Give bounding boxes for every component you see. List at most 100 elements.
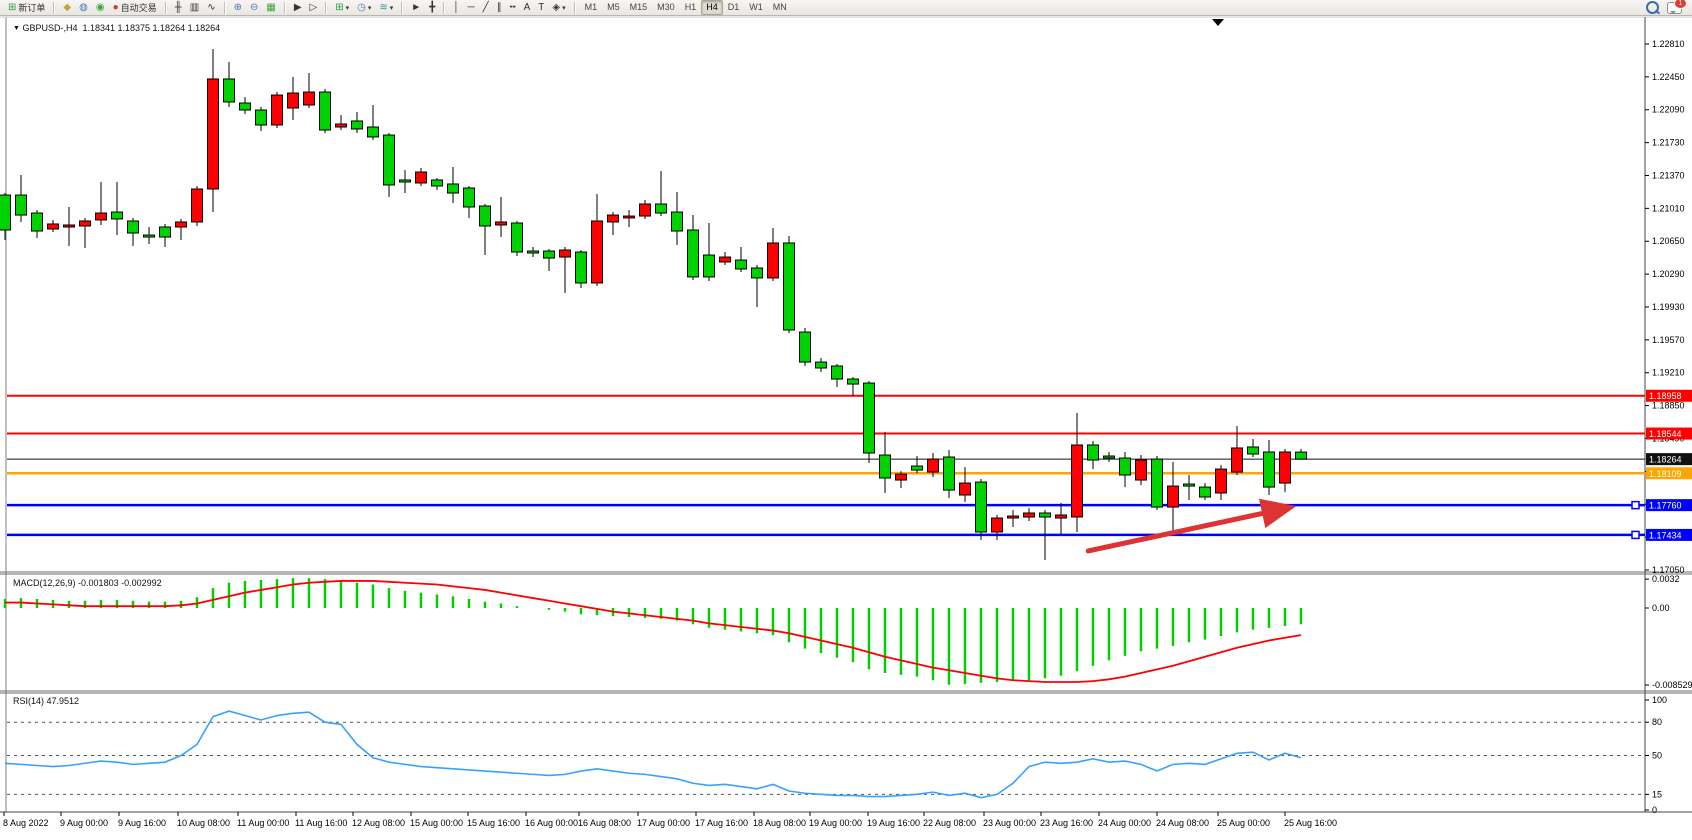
- candle-up: [991, 517, 1003, 533]
- channel-tool-icon: ∥: [496, 1, 502, 13]
- rsi-line: [4, 710, 1302, 799]
- candles: [0, 49, 1307, 561]
- price-tick-label: 1.17050: [1652, 565, 1685, 575]
- candle-up: [95, 212, 107, 221]
- price-line-label: 1.17434: [1649, 530, 1682, 540]
- new-order-button[interactable]: ⊞ 新订单: [4, 0, 49, 16]
- time-tick-label: 8 Aug 2022: [3, 818, 49, 828]
- period-menu-button[interactable]: ◷ ▾: [353, 0, 375, 16]
- crosshair-button[interactable]: ╋: [425, 0, 439, 16]
- candle-down: [735, 259, 747, 270]
- time-tick-label: 23 Aug 16:00: [1040, 818, 1093, 828]
- time-axis[interactable]: [3, 812, 1286, 816]
- autotrade-icon: ●: [112, 1, 119, 13]
- timeframe-m15[interactable]: M15: [629, 2, 648, 12]
- candle-down: [223, 78, 235, 103]
- price-tick-label: 1.21370: [1652, 170, 1685, 180]
- chart-shift-button[interactable]: ▷: [306, 0, 322, 16]
- dropdown-arrow-icon: ▾: [367, 4, 372, 12]
- profile-button[interactable]: ◍: [75, 0, 92, 16]
- label-tool-icon: T: [538, 1, 545, 13]
- chart-background: [0, 16, 1692, 840]
- cursor-button[interactable]: ►: [407, 0, 425, 16]
- time-tick-label: 18 Aug 08:00: [753, 818, 806, 828]
- crosshair-icon: ╋: [429, 1, 436, 13]
- candle-down: [1039, 512, 1051, 518]
- candle-down: [127, 220, 139, 234]
- toolbar-separator: [573, 1, 576, 14]
- candle-down: [1247, 446, 1259, 455]
- zoom-out-button[interactable]: ⊖: [246, 0, 262, 16]
- bar-chart-button[interactable]: ╫: [171, 0, 186, 16]
- time-tick-label: 16 Aug 08:00: [578, 818, 631, 828]
- candle-down: [143, 234, 155, 238]
- hline-handle-1.17760[interactable]: [1631, 500, 1640, 510]
- chart-window[interactable]: 1.22810 1.22450 1.22090 1.21730 1.21370 1.210…: [0, 16, 1692, 840]
- period-menu-icon: ◷: [357, 1, 366, 13]
- timeframe-h4[interactable]: H4: [701, 0, 723, 15]
- candle-down: [351, 120, 363, 130]
- channel-tool-button[interactable]: ∥: [493, 0, 506, 16]
- timeframe-m5[interactable]: M5: [607, 2, 620, 12]
- candle-down: [575, 251, 587, 284]
- candle-down: [159, 226, 171, 238]
- fibonacci-tool-button[interactable]: ╍: [506, 0, 520, 16]
- template-menu-button[interactable]: ≋ ▾: [375, 0, 397, 16]
- rsi-axis-label: 50: [1652, 751, 1662, 761]
- chat-icon[interactable]: 1: [1667, 0, 1687, 14]
- candle-up: [271, 94, 283, 126]
- tile-windows-button[interactable]: ▦: [262, 0, 279, 16]
- candle-up: [1007, 515, 1019, 519]
- fibonacci-tool-icon: ╍: [509, 1, 516, 13]
- timeframe-h1[interactable]: H1: [684, 2, 697, 12]
- price-line-label-bg: [1646, 453, 1692, 466]
- candle-down: [255, 109, 267, 126]
- zoom-in-button[interactable]: ⊕: [230, 0, 246, 16]
- search-icon[interactable]: [1646, 1, 1659, 14]
- price-line-label-bg: [1646, 427, 1692, 440]
- candle-down: [703, 254, 715, 278]
- candle-down: [0, 194, 11, 231]
- auto-scroll-icon: ▶: [293, 1, 302, 13]
- timeframe-w1[interactable]: W1: [749, 2, 763, 12]
- candlestick-chart-button[interactable]: ▥: [186, 0, 203, 16]
- time-tick-label: 25 Aug 16:00: [1284, 818, 1337, 828]
- candle-up: [1071, 444, 1083, 518]
- toolbar: ⊞ 新订单 ◆ ◍ ◉ ● 自动交易 ╫ ▥ ∿ ⊕ ⊖ ▦ ▶ ▷ ⊞ ▾ ◷ ▾…: [0, 0, 1692, 16]
- candlestick-chart-icon: ▥: [189, 1, 200, 13]
- time-tick-label: 15 Aug 00:00: [410, 818, 463, 828]
- timeframe-mn[interactable]: MN: [772, 2, 787, 12]
- candle-up: [415, 171, 427, 184]
- trend-arrow-annotation[interactable]: [1085, 498, 1297, 554]
- timeframe-d1[interactable]: D1: [727, 2, 740, 12]
- autotrade-button[interactable]: ● 自动交易: [109, 0, 161, 16]
- vline-tool-button[interactable]: │: [449, 0, 463, 16]
- auto-scroll-button[interactable]: ▶: [290, 0, 306, 16]
- time-tick-label: 24 Aug 08:00: [1156, 818, 1209, 828]
- price-tick-label: 1.19930: [1652, 302, 1685, 312]
- chart-canvas[interactable]: 1.22810 1.22450 1.22090 1.21730 1.21370 1.210…: [0, 16, 1692, 840]
- price-line-label: 1.18544: [1649, 429, 1682, 439]
- candle-up: [927, 458, 939, 473]
- trendline-tool-button[interactable]: ╱: [479, 0, 493, 16]
- candle-down: [111, 211, 123, 220]
- price-line-label-bg: [1646, 499, 1692, 512]
- quotes-button[interactable]: ◆: [59, 0, 75, 16]
- dropdown-arrow-icon: ▾: [562, 4, 566, 12]
- label-tool-button[interactable]: T: [534, 0, 548, 16]
- signal-icon: ◉: [95, 1, 105, 13]
- text-tool-button[interactable]: A: [520, 0, 535, 16]
- hline-tool-button[interactable]: ─: [463, 0, 478, 16]
- candle-down: [447, 183, 459, 194]
- timeframe-m1[interactable]: M1: [584, 2, 598, 12]
- arrows-tool-button[interactable]: ◈ ▾: [548, 0, 569, 16]
- time-tick-label: 23 Aug 00:00: [983, 818, 1036, 828]
- signal-button[interactable]: ◉: [92, 0, 109, 16]
- add-indicator-button[interactable]: ⊞ ▾: [331, 0, 353, 16]
- timeframe-m30[interactable]: M30: [657, 2, 675, 12]
- line-chart-button[interactable]: ∿: [203, 0, 219, 16]
- hline-handle-1.17434[interactable]: [1631, 530, 1640, 540]
- zoom-out-icon: ⊖: [249, 1, 259, 13]
- candle-down: [1151, 458, 1163, 508]
- macd-signal-line: [5, 580, 1302, 683]
